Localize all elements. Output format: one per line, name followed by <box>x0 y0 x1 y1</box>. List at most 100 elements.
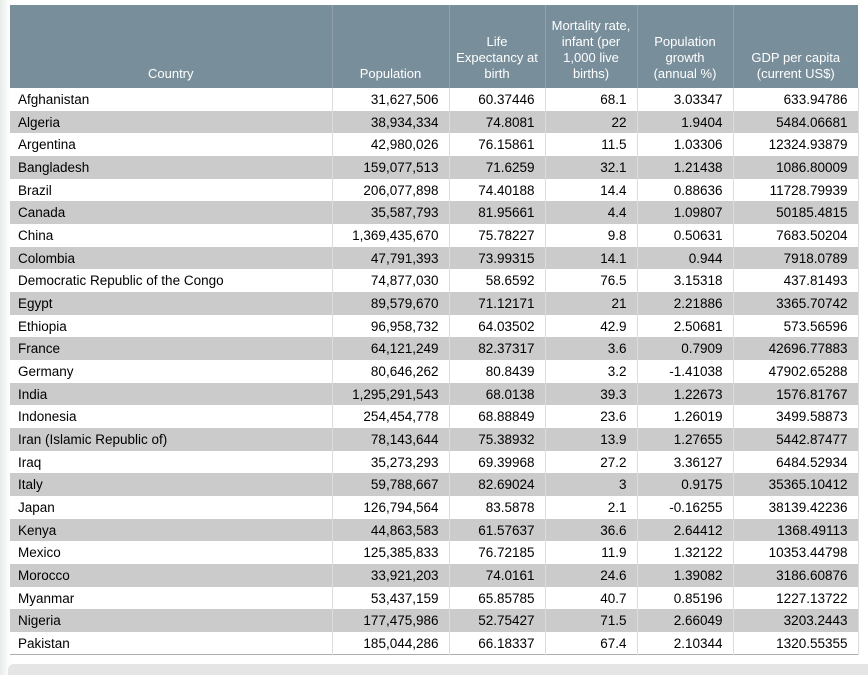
cell-life-expectancy: 73.99315 <box>448 246 545 270</box>
cell-population: 89,579,670 <box>331 292 449 315</box>
cell-gdp-per-capita: 12324.93879 <box>732 133 859 157</box>
cell-life-expectancy: 69.39968 <box>448 450 545 474</box>
cell-population-growth: 0.85196 <box>636 586 733 610</box>
cell-life-expectancy: 81.95661 <box>448 201 545 225</box>
cell-gdp-per-capita: 42696.77883 <box>732 337 859 361</box>
cell-population-growth: 3.15318 <box>636 269 733 293</box>
cell-population-growth: 2.64412 <box>636 518 733 542</box>
cell-country: Ethiopia <box>10 314 332 338</box>
cell-mortality-rate: 14.4 <box>544 178 637 202</box>
table-row: Argentina 42,980,026 76.15861 11.5 1.03306 12… <box>10 133 859 157</box>
cell-population: 74,877,030 <box>331 269 449 293</box>
cell-population-growth: -0.16255 <box>636 496 733 519</box>
cell-gdp-per-capita: 6484.52934 <box>732 450 859 474</box>
table-row: Iraq 35,273,293 69.39968 27.2 3.36127 6484.52… <box>10 450 859 474</box>
table-row: Colombia 47,791,393 73.99315 14.1 0.944 7918.… <box>10 246 859 270</box>
cell-country: Argentina <box>10 133 332 157</box>
cell-mortality-rate: 23.6 <box>544 405 637 429</box>
cell-population-growth: 1.9404 <box>636 110 733 134</box>
cell-country: Germany <box>10 360 332 383</box>
cell-country: Japan <box>10 496 332 519</box>
cell-population-growth: 1.32122 <box>636 541 733 565</box>
column-header-life-expectancy: Life Expectancy at birth <box>448 5 545 88</box>
cell-country: China <box>10 224 332 247</box>
cell-population-growth: 2.10344 <box>636 632 733 655</box>
cell-population: 31,627,506 <box>331 88 449 111</box>
cell-life-expectancy: 82.37317 <box>448 337 545 361</box>
cell-gdp-per-capita: 3203.2443 <box>732 609 859 633</box>
column-header-mortality-rate: Mortality rate, infant (per 1,000 live b… <box>544 5 637 88</box>
table-row: Ethiopia 96,958,732 64.03502 42.9 2.50681 573… <box>10 314 859 338</box>
cell-country: Bangladesh <box>10 156 332 179</box>
cell-mortality-rate: 42.9 <box>544 314 637 338</box>
table-row: Algeria 38,934,334 74.8081 22 1.9404 5484.066… <box>10 110 859 134</box>
cell-life-expectancy: 75.78227 <box>448 224 545 247</box>
cell-mortality-rate: 40.7 <box>544 586 637 610</box>
cell-life-expectancy: 66.18337 <box>448 632 545 655</box>
cell-gdp-per-capita: 1576.81767 <box>732 382 859 406</box>
cell-gdp-per-capita: 5484.06681 <box>732 110 859 134</box>
cell-country: Myanmar <box>10 586 332 610</box>
cell-life-expectancy: 76.15861 <box>448 133 545 157</box>
cell-life-expectancy: 83.5878 <box>448 496 545 519</box>
cell-country: Egypt <box>10 292 332 315</box>
cell-mortality-rate: 3 <box>544 473 637 497</box>
cell-mortality-rate: 11.5 <box>544 133 637 157</box>
table-row: India 1,295,291,543 68.0138 39.3 1.22673 1576… <box>10 382 859 406</box>
cell-population-growth: 1.26019 <box>636 405 733 429</box>
cell-country: France <box>10 337 332 361</box>
cell-population: 206,077,898 <box>331 178 449 202</box>
cell-mortality-rate: 13.9 <box>544 428 637 451</box>
table-row: Nigeria 177,475,986 52.75427 71.5 2.66049 320… <box>10 609 859 633</box>
cell-mortality-rate: 2.1 <box>544 496 637 519</box>
cell-population-growth: 0.9175 <box>636 473 733 497</box>
cell-mortality-rate: 36.6 <box>544 518 637 542</box>
cell-country: Iran (Islamic Republic of) <box>10 428 332 451</box>
table-row: Democratic Republic of the Congo 74,877,0… <box>10 269 859 293</box>
column-header-population-growth: Population growth (annual %) <box>636 5 733 88</box>
cell-population-growth: 1.22673 <box>636 382 733 406</box>
cell-mortality-rate: 14.1 <box>544 246 637 270</box>
table-header: Country Population Life Expectancy at bi… <box>10 5 858 88</box>
cell-population: 53,437,159 <box>331 586 449 610</box>
cell-population: 96,958,732 <box>331 314 449 338</box>
cell-life-expectancy: 68.88849 <box>448 405 545 429</box>
cell-gdp-per-capita: 10353.44798 <box>732 541 859 565</box>
cell-country: Mexico <box>10 541 332 565</box>
cell-country: Afghanistan <box>10 88 332 111</box>
table-row: Egypt 89,579,670 71.12171 21 2.21886 3365.707… <box>10 292 859 315</box>
horizontal-scrollbar-track[interactable] <box>8 664 868 675</box>
cell-population: 33,921,203 <box>331 564 449 587</box>
cell-mortality-rate: 27.2 <box>544 450 637 474</box>
cell-life-expectancy: 52.75427 <box>448 609 545 633</box>
cell-gdp-per-capita: 47902.65288 <box>732 360 859 383</box>
header-row: Country Population Life Expectancy at bi… <box>10 5 858 88</box>
cell-gdp-per-capita: 7918.0789 <box>732 246 859 270</box>
table-row: Indonesia 254,454,778 68.88849 23.6 1.26019 3… <box>10 405 859 429</box>
cell-gdp-per-capita: 1227.13722 <box>732 586 859 610</box>
cell-life-expectancy: 74.8081 <box>448 110 545 134</box>
cell-population: 177,475,986 <box>331 609 449 633</box>
cell-mortality-rate: 3.6 <box>544 337 637 361</box>
cell-life-expectancy: 71.6259 <box>448 156 545 179</box>
cell-country: Pakistan <box>10 632 332 655</box>
cell-life-expectancy: 76.72185 <box>448 541 545 565</box>
cell-population: 44,863,583 <box>331 518 449 542</box>
cell-gdp-per-capita: 1368.49113 <box>732 518 859 542</box>
cell-population: 64,121,249 <box>331 337 449 361</box>
cell-country: Brazil <box>10 178 332 202</box>
cell-population: 42,980,026 <box>331 133 449 157</box>
cell-mortality-rate: 21 <box>544 292 637 315</box>
table-row: Canada 35,587,793 81.95661 4.4 1.09807 50185.… <box>10 201 859 225</box>
cell-population: 1,295,291,543 <box>331 382 449 406</box>
cell-mortality-rate: 76.5 <box>544 269 637 293</box>
country-indicators-table: Country Population Life Expectancy at bi… <box>10 5 859 656</box>
cell-country: Canada <box>10 201 332 225</box>
cell-gdp-per-capita: 38139.42236 <box>732 496 859 519</box>
cell-life-expectancy: 74.40188 <box>448 178 545 202</box>
cell-population: 126,794,564 <box>331 496 449 519</box>
table-row: France 64,121,249 82.37317 3.6 0.7909 42696.7… <box>10 337 859 361</box>
cell-gdp-per-capita: 11728.79939 <box>732 178 859 202</box>
